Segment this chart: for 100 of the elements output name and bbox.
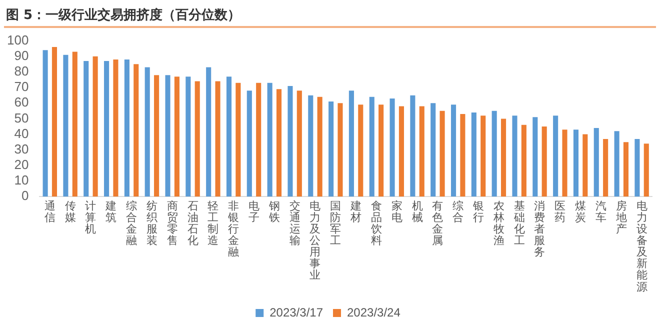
legend-label: 2023/3/24 — [347, 305, 401, 320]
x-tick-label: 轻工制造 — [208, 200, 219, 248]
bar — [246, 90, 252, 197]
bar — [194, 81, 200, 197]
x-tick-label: 交通运输 — [289, 199, 300, 248]
x-tick-label: 机械 — [412, 200, 423, 224]
bar — [492, 110, 497, 197]
x-tick-label: 基础化工 — [512, 199, 525, 248]
y-tick-label: 30 — [14, 141, 29, 156]
x-tick-label: 建材 — [350, 199, 362, 224]
bar — [440, 110, 445, 197]
bar — [174, 76, 180, 197]
y-tick-label: 10 — [14, 172, 29, 188]
y-tick-label: 40 — [14, 126, 29, 141]
bar — [582, 134, 588, 197]
bar — [154, 75, 160, 197]
bar — [42, 50, 48, 197]
bar — [390, 98, 395, 197]
legend-label: 2023/3/17 — [270, 305, 324, 320]
bar — [603, 138, 608, 197]
bar — [419, 106, 424, 197]
bar — [348, 90, 354, 197]
bar — [542, 126, 547, 197]
bar — [430, 103, 436, 197]
x-tick-label: 石油石化 — [187, 200, 198, 248]
bar — [165, 75, 170, 197]
y-tick-label: 90 — [14, 48, 29, 63]
bar — [308, 95, 314, 197]
bar — [215, 81, 220, 197]
x-tick-label: 农林牧渔 — [492, 200, 504, 248]
x-tick-label: 医药 — [554, 200, 566, 224]
bar — [296, 90, 302, 197]
bar — [512, 116, 518, 197]
x-tick-label: 国防军工 — [330, 200, 342, 248]
x-tick-label: 房地产 — [614, 199, 627, 236]
bar — [288, 86, 293, 197]
x-tick-label: 汽车 — [595, 200, 606, 224]
x-tick-label: 煤炭 — [575, 200, 586, 224]
bar — [471, 112, 476, 197]
x-tick-label: 综合金融 — [126, 199, 138, 248]
bar — [521, 124, 526, 197]
bar — [267, 82, 272, 197]
x-tick-label: 有色金属 — [432, 200, 444, 248]
bar — [52, 47, 58, 197]
x-tick-label: 建筑 — [104, 199, 117, 224]
x-tick-label: 食品饮料 — [370, 200, 382, 248]
x-tick-label: 纺织服装 — [146, 199, 158, 248]
bar — [206, 67, 212, 197]
bar — [72, 52, 78, 197]
x-tick-label: 综合 — [452, 199, 464, 224]
x-tick-label: 计算机 — [85, 199, 96, 236]
bar — [276, 89, 282, 197]
bar — [84, 61, 89, 197]
bar — [532, 117, 538, 197]
bar — [500, 118, 506, 197]
x-tick-label: 电子 — [248, 199, 260, 224]
bar — [594, 128, 599, 197]
bar — [358, 104, 364, 197]
bar — [92, 56, 98, 197]
bar — [63, 54, 68, 197]
x-tick-label: 消费者服务 — [534, 199, 546, 259]
x-tick-label: 家电 — [391, 199, 402, 224]
bar — [450, 104, 456, 197]
bar — [553, 116, 558, 197]
bar — [134, 64, 139, 197]
bar — [480, 116, 486, 197]
bar — [614, 131, 620, 197]
bar — [226, 76, 232, 197]
x-tick-label: 电力及公用事业 — [310, 199, 321, 282]
y-tick-label: 50 — [14, 110, 29, 126]
bar — [410, 95, 416, 197]
x-tick-label: 商贸零售 — [166, 199, 178, 248]
x-tick-label: 通信 — [44, 199, 56, 224]
bar — [369, 96, 374, 197]
bar — [317, 96, 322, 197]
bar — [144, 67, 150, 197]
x-tick-label: 电力设备及新能源 — [636, 199, 648, 294]
y-tick-label: 100 — [6, 32, 29, 48]
x-tick-label: 非银行金融 — [227, 199, 240, 259]
bar — [644, 144, 649, 197]
y-tick-label: 0 — [21, 188, 29, 204]
bar — [338, 103, 343, 197]
bar — [236, 82, 241, 197]
x-tick-label: 银行 — [472, 200, 484, 224]
bar — [378, 104, 384, 197]
bar — [634, 138, 640, 197]
bar — [124, 59, 130, 197]
bar — [328, 102, 334, 197]
bar — [186, 76, 191, 197]
y-tick-label: 60 — [14, 94, 29, 110]
bar — [104, 61, 110, 197]
y-tick-label: 20 — [14, 157, 29, 172]
bar — [398, 106, 404, 197]
x-tick-label: 传媒 — [64, 200, 76, 224]
chart-title: 图 5：一级行业交易拥挤度（百分位数） — [6, 6, 241, 24]
bar — [573, 130, 578, 197]
bar — [256, 82, 262, 197]
bar — [113, 59, 118, 197]
y-tick-label: 80 — [14, 64, 29, 79]
y-tick-label: 70 — [14, 79, 29, 94]
